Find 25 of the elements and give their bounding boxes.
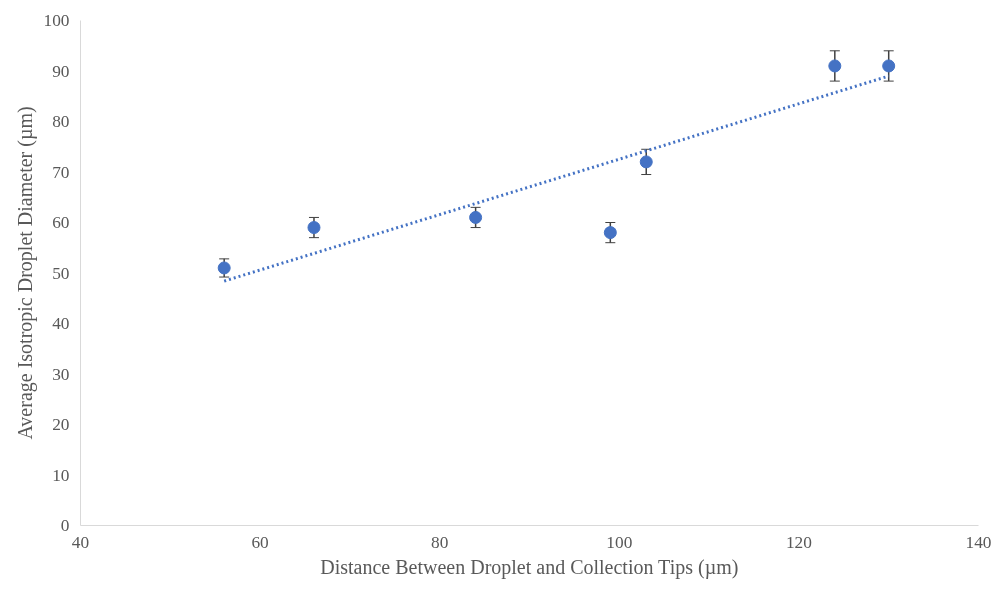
y-tick-label: 90 [52, 61, 70, 81]
point [828, 59, 842, 73]
x-axis-title: Distance Between Droplet and Collection Tips (µm) [320, 555, 739, 579]
x-tick-label: 140 [965, 532, 992, 552]
point [639, 155, 653, 169]
y-tick-label: 80 [52, 112, 70, 131]
x-tick-label: 80 [431, 532, 449, 552]
y-axis-title: Average Isotropic Droplet Diameter (µm) [13, 106, 37, 440]
x-tick-label: 40 [71, 532, 90, 552]
y-tick-label: 20 [52, 415, 70, 434]
y-tick-label: 40 [52, 314, 70, 333]
y-tick-label: 70 [52, 162, 70, 182]
point [882, 59, 896, 73]
x-tick-label: 100 [606, 532, 633, 552]
y-tick-label: 30 [52, 364, 70, 384]
point [307, 221, 321, 235]
y-tick-label: 0 [60, 516, 70, 535]
y-tick-label: 60 [52, 213, 70, 232]
y-tick-label: 10 [52, 465, 70, 485]
point [603, 226, 617, 240]
point [469, 210, 483, 224]
y-tick-label: 100 [43, 11, 70, 30]
y-tick-label: 50 [52, 263, 70, 283]
x-tick-label: 120 [785, 532, 812, 552]
x-tick-label: 60 [251, 532, 269, 552]
